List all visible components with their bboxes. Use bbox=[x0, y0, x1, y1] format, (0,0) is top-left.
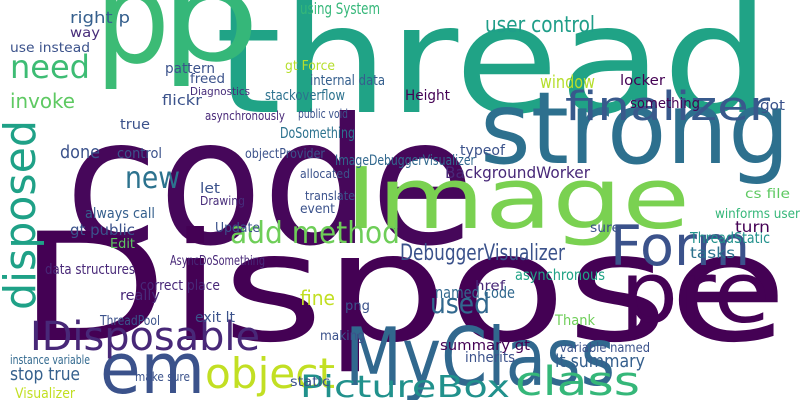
word: DebuggerVisualizer bbox=[400, 241, 566, 266]
word: lt summary bbox=[555, 351, 645, 372]
word: user control bbox=[485, 13, 595, 38]
word: make sure bbox=[135, 370, 190, 384]
word: thread bbox=[215, 0, 770, 148]
word: got bbox=[760, 98, 786, 114]
word: something bbox=[630, 96, 700, 112]
word: inherits bbox=[465, 350, 515, 366]
word: freed bbox=[190, 72, 225, 87]
word: cs file bbox=[745, 187, 790, 202]
word: used bbox=[430, 287, 490, 320]
word: MyClass bbox=[345, 311, 615, 400]
word: named code bbox=[435, 283, 515, 302]
word: asynchronous bbox=[515, 266, 605, 284]
word: asynchronously bbox=[205, 109, 285, 123]
word: translate bbox=[305, 189, 355, 203]
word: finalizer bbox=[565, 84, 771, 130]
word: Form bbox=[610, 214, 750, 278]
word: using System bbox=[300, 0, 380, 18]
word: Edit bbox=[110, 237, 135, 252]
word: href bbox=[475, 279, 505, 294]
word: ThreadPool bbox=[99, 314, 160, 329]
word: tasks bbox=[690, 244, 735, 262]
word: new bbox=[125, 161, 180, 196]
word: static bbox=[290, 375, 330, 390]
word: right p bbox=[70, 8, 130, 27]
word: ThreadStatic bbox=[689, 229, 770, 247]
word: typeof bbox=[460, 143, 506, 159]
word: BackgroundWorker bbox=[445, 163, 590, 182]
word: instance variable bbox=[10, 353, 90, 367]
word: true bbox=[120, 117, 150, 133]
word: IDisposable bbox=[30, 314, 260, 360]
word: summary gt bbox=[440, 338, 531, 354]
word: ImageDebuggerVisualizer bbox=[335, 153, 475, 169]
word: stackoverflow bbox=[265, 88, 345, 104]
word: Drawing bbox=[200, 194, 245, 208]
word: use instead bbox=[10, 41, 90, 56]
word: Visualizer bbox=[15, 386, 75, 400]
word: data structures bbox=[45, 262, 135, 278]
word: gt public bbox=[70, 221, 135, 239]
word: AsyncDoSomething bbox=[170, 254, 265, 269]
word: let bbox=[200, 181, 221, 197]
word: pre bbox=[620, 244, 770, 343]
word: internal data bbox=[310, 73, 385, 89]
word: class bbox=[515, 359, 640, 400]
word: window bbox=[540, 72, 595, 93]
word: objectProvider bbox=[245, 147, 326, 162]
word: way bbox=[70, 26, 100, 41]
word: pattern bbox=[165, 61, 215, 77]
word: variable named bbox=[560, 341, 650, 356]
word: DoSomething bbox=[280, 124, 355, 142]
word: Update bbox=[215, 221, 260, 236]
word: gt Force bbox=[285, 59, 335, 74]
word: Thank bbox=[554, 313, 596, 329]
word: PictureBox bbox=[300, 370, 510, 400]
word: turn bbox=[735, 218, 770, 236]
word: Diagnostics bbox=[190, 85, 250, 98]
word: object bbox=[205, 349, 335, 398]
word: really bbox=[120, 288, 160, 304]
word: p bbox=[160, 0, 260, 90]
word: Image bbox=[345, 150, 690, 249]
word: control bbox=[117, 146, 162, 162]
word: strong bbox=[480, 70, 790, 187]
word: disposed bbox=[0, 120, 46, 310]
word: winforms user bbox=[715, 207, 800, 222]
word: event bbox=[300, 202, 335, 217]
word: p bbox=[95, 0, 170, 93]
word: done bbox=[60, 142, 100, 163]
word: stop true bbox=[10, 364, 80, 385]
word: exit lt bbox=[195, 310, 235, 326]
word: code bbox=[65, 82, 475, 285]
word: em bbox=[100, 328, 205, 400]
word: allocated bbox=[300, 167, 350, 181]
word: locker bbox=[620, 73, 665, 89]
word: add method bbox=[230, 216, 400, 251]
word: making bbox=[320, 329, 365, 344]
word: png bbox=[345, 299, 370, 314]
word: public void bbox=[298, 107, 348, 121]
word: need bbox=[10, 48, 90, 86]
word: fine bbox=[300, 286, 335, 310]
word: always call bbox=[85, 206, 155, 222]
word: Height bbox=[405, 88, 450, 104]
word: Dispose bbox=[18, 202, 788, 376]
word: flickr bbox=[162, 93, 202, 109]
word: sure bbox=[590, 221, 620, 236]
word: invoke bbox=[10, 89, 75, 113]
word: correct place bbox=[140, 278, 220, 294]
